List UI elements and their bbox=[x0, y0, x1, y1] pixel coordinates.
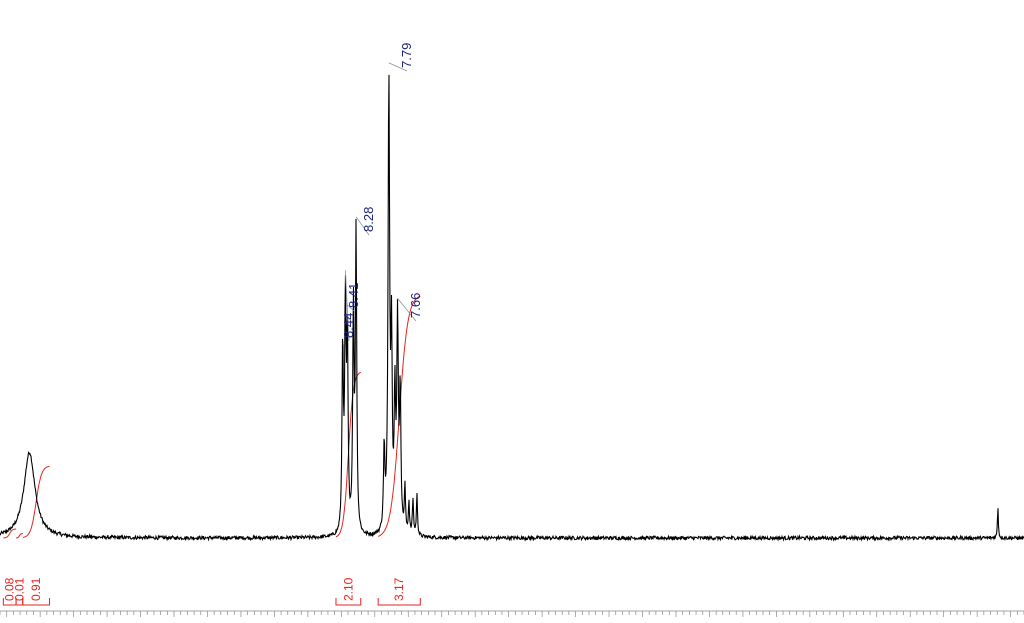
integral-label: 3.17 bbox=[392, 577, 406, 601]
peak-label: 7.79 bbox=[399, 43, 414, 68]
peak-leader-line bbox=[355, 216, 370, 236]
peak-labels: 8.44 8.41 8.28 7.79 7.66 bbox=[341, 43, 423, 342]
peak-label: 8.41 bbox=[346, 283, 361, 308]
integral-label: 0.91 bbox=[29, 577, 43, 601]
spectrum-trace-group bbox=[0, 74, 1024, 542]
integral-curve bbox=[3, 528, 17, 539]
integral-curve bbox=[22, 465, 50, 538]
integral-bracket bbox=[377, 598, 421, 606]
chemical-shift-axis bbox=[0, 610, 1024, 617]
peak-label: 7.66 bbox=[408, 293, 423, 318]
peak-leader-line bbox=[397, 298, 417, 322]
peak-leader-line bbox=[347, 304, 355, 312]
integral-curve bbox=[16, 533, 23, 539]
peak-label: 8.28 bbox=[361, 207, 376, 232]
integral-curves bbox=[3, 295, 421, 539]
integral-labels: 0.080.01 0.91 2.10 3.17 bbox=[3, 577, 421, 606]
integral-bracket bbox=[335, 598, 362, 606]
peak-leader-line bbox=[344, 270, 350, 342]
integral-label: 2.10 bbox=[341, 577, 355, 601]
peak-leader-line bbox=[388, 62, 408, 72]
spectrum-trace bbox=[0, 74, 1024, 542]
integral-bracket bbox=[22, 598, 51, 606]
integral-label: 0.08 bbox=[3, 577, 17, 601]
integral-label: 0.01 bbox=[12, 577, 26, 601]
peak-label: 8.44 bbox=[341, 313, 356, 338]
